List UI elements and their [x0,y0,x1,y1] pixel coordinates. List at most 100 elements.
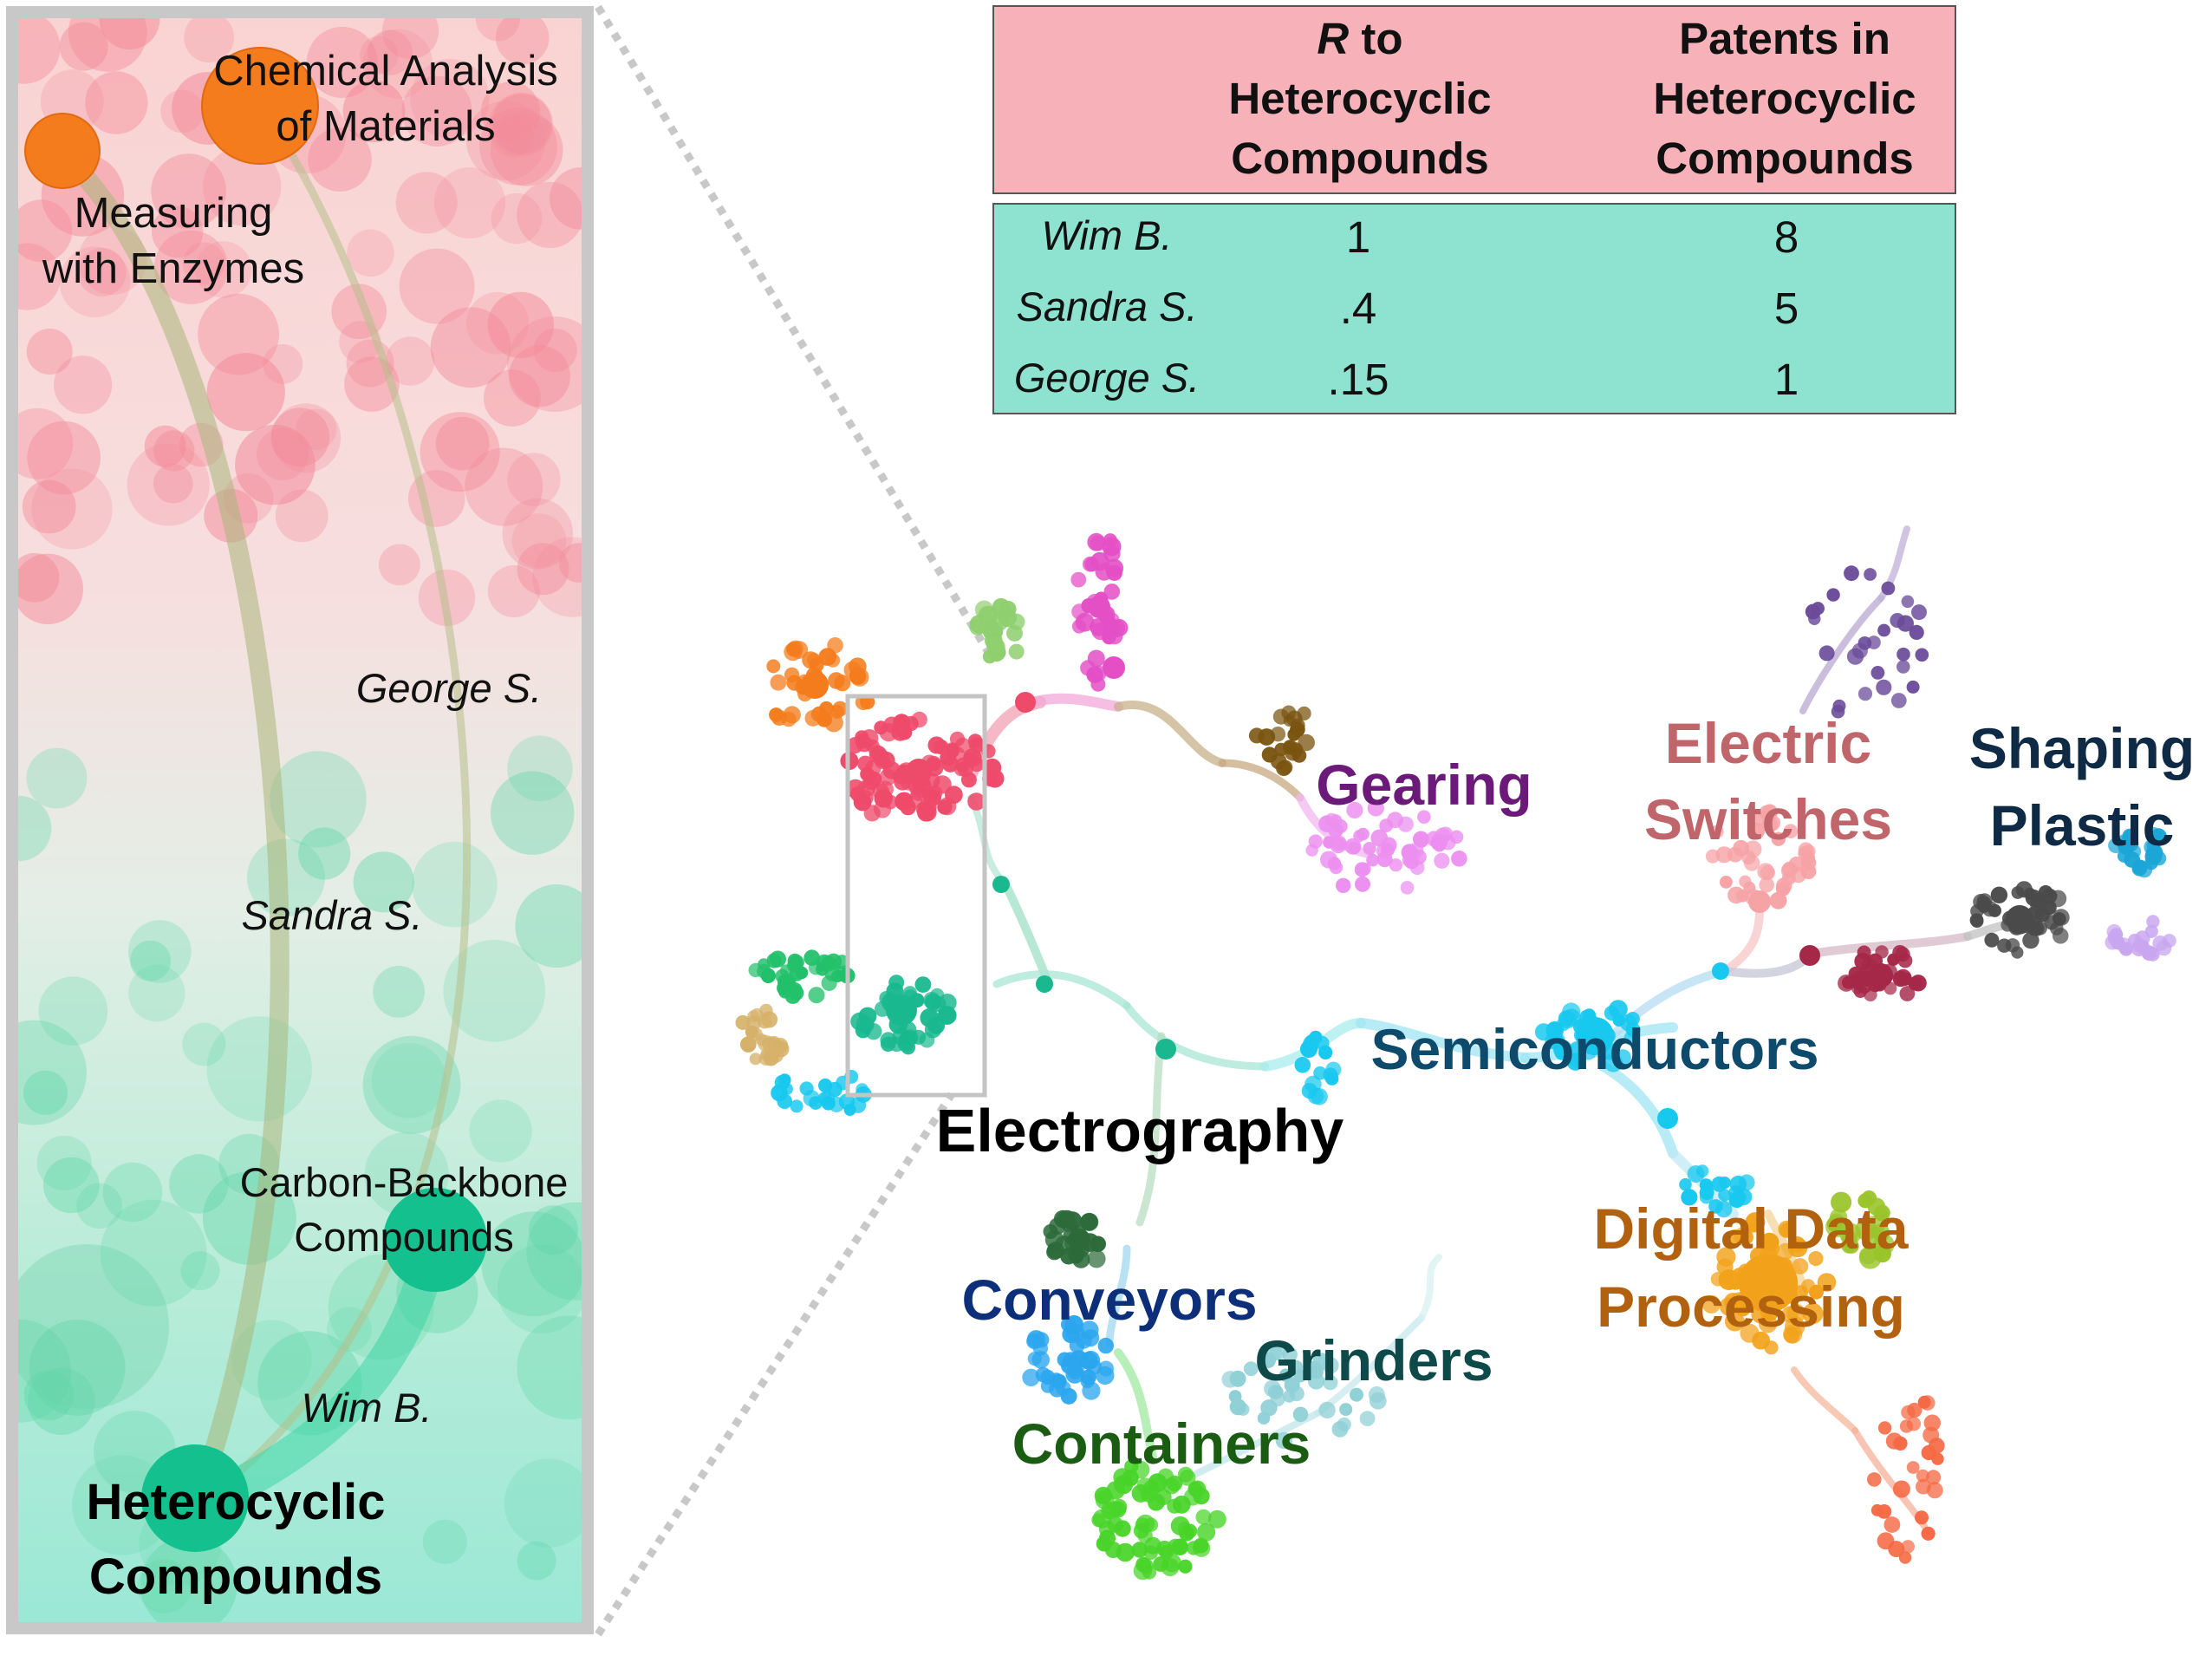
map-node [938,1006,957,1025]
label-shaping-2: Plastic [1990,793,2175,857]
map-hub-node [1300,1040,1317,1058]
map-node [1764,1340,1778,1354]
label-semiconductors: Semiconductors [1370,1017,1818,1081]
map-node [1070,1338,1085,1353]
map-node [1901,1405,1915,1419]
map-node [1398,817,1414,832]
map-node [1892,945,1908,961]
map-node [1298,734,1315,752]
inset-bubble [54,355,112,414]
map-node [1070,572,1086,588]
map-node [1081,1213,1098,1230]
map-node [928,736,946,753]
map-link [1005,884,1049,984]
map-node [1330,861,1343,875]
map-node [1739,876,1751,888]
map-node [1095,1487,1112,1504]
map-node [1101,1502,1118,1519]
row-r: 1 [1228,212,1488,263]
map-node [1970,915,1983,928]
map-node [785,988,801,1004]
map-node [1896,660,1910,674]
inset-bubble [39,976,108,1046]
row-patents: 5 [1656,283,1916,334]
row-name: George S. [977,354,1237,401]
map-node [1178,1522,1192,1535]
map-node [1893,1437,1907,1451]
map-node [1088,1249,1106,1268]
map-node [1090,677,1105,692]
row-name: Sandra S. [977,283,1237,330]
map-node [1847,649,1864,665]
map-node [1193,1539,1211,1557]
map-node [1884,1516,1901,1533]
enzymes-label-2: with Enzymes [42,245,304,292]
label-electric-2: Switches [1644,787,1892,851]
row-patents: 1 [1656,354,1916,405]
map-node [777,1093,792,1109]
map-node [1008,614,1025,630]
map-node [1808,613,1820,625]
heterocyclic-label-1: Heterocyclic [87,1474,386,1530]
map-node [1871,1504,1883,1516]
map-node [1741,851,1756,865]
map-node [1193,1488,1209,1504]
label-gearing: Gearing [1316,753,1532,817]
map-node [1844,565,1859,581]
map-node [1222,1371,1239,1388]
map-node [1911,604,1927,620]
map-node [746,1015,761,1030]
researcher-table: R to Heterocyclic Compounds Patents in H… [992,5,1956,414]
map-node [1330,835,1346,851]
map-node [1143,1480,1160,1496]
map-node [1107,620,1124,637]
map-node [2041,900,2057,916]
label-electric-1: Electric [1665,711,1871,775]
map-node [1036,1367,1051,1383]
map-node [1271,753,1287,770]
map-node [912,712,927,727]
map-hub-node [1036,975,1053,993]
inset-bubble [4,1244,169,1409]
map-node [766,659,780,673]
map-node [1997,939,2011,953]
map-node [1720,876,1733,889]
inset-bubble [43,1157,100,1214]
map-node [930,988,944,1002]
map-node [911,785,927,801]
label-digital-1: Digital Data [1593,1196,1909,1261]
map-node [817,1092,831,1105]
map-node [761,1011,777,1027]
map-node [1090,536,1106,551]
map-node [1363,842,1376,855]
row-r: .15 [1228,354,1488,405]
inset-bubble [379,544,420,585]
map-node [1098,1361,1114,1377]
map-node [1196,1509,1212,1525]
map-node [893,714,910,731]
map-hub-node [906,759,932,785]
map-node [1441,835,1456,851]
map-node [790,1099,803,1112]
map-node [1355,877,1370,892]
map-node [859,1007,877,1026]
sandra-label: Sandra S. [241,892,422,938]
map-link [971,798,1005,884]
map-node [1098,1338,1114,1353]
map-node [1080,1352,1098,1370]
map-node [1451,851,1467,867]
map-link [1127,1006,1265,1066]
map-node [803,949,820,966]
map-node [769,707,784,722]
inset-bubble [412,842,498,928]
map-link [1812,936,1968,954]
inset-bubble [153,430,194,471]
map-node [1148,1494,1164,1510]
map-node [1144,1537,1161,1555]
map-node [811,707,827,722]
inset-bubble [491,772,574,855]
row-patents: 8 [1656,212,1916,263]
row-r: .4 [1228,283,1488,334]
map-node [1298,707,1311,720]
header-col2-line3: Compounds [1637,128,1932,188]
